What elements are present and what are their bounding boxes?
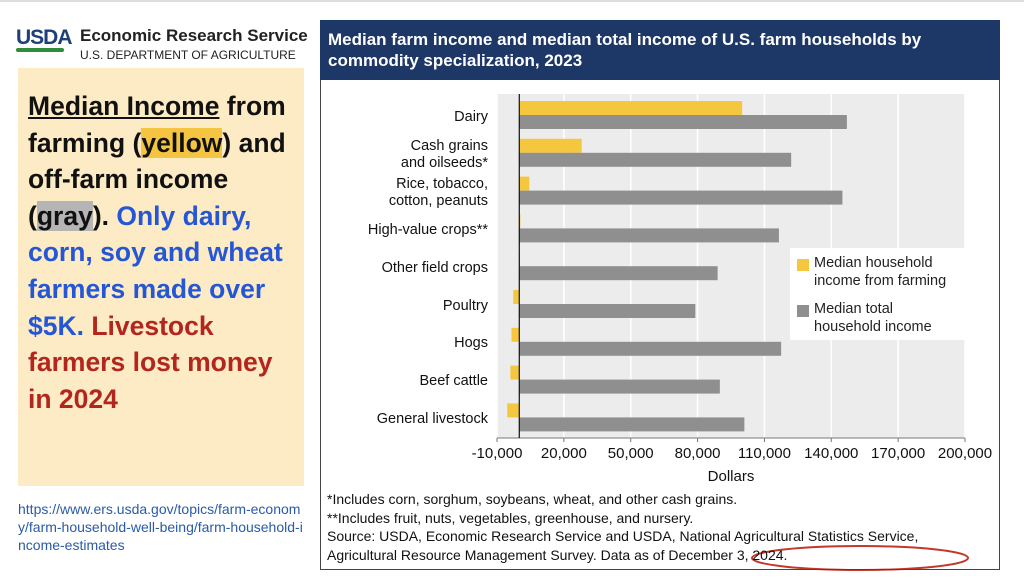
bar	[507, 403, 520, 418]
bar	[519, 101, 743, 115]
department: U.S. DEPARTMENT OF AGRICULTURE	[80, 48, 296, 62]
y-tick-label: Poultry	[442, 297, 488, 314]
x-tick-label: 140,000	[804, 445, 858, 462]
logo: USDA	[16, 26, 73, 49]
bar	[519, 115, 847, 129]
y-tick-label: Other field crops	[381, 259, 488, 276]
bar	[519, 341, 782, 356]
headline-segment: ) and off-farm income (	[28, 127, 286, 231]
x-tick-label: 170,000	[871, 445, 925, 462]
headline-segment: Only dairy, corn, soy and wheat farmers …	[28, 200, 283, 341]
bar	[519, 138, 582, 153]
bar	[519, 190, 843, 205]
headline-segment: gray	[36, 200, 93, 231]
bar	[519, 379, 720, 394]
bar	[511, 327, 520, 342]
note: *Includes corn, sorghum, soybeans, wheat…	[327, 491, 738, 507]
chart-title: Median farm income and median total inco…	[320, 20, 1000, 80]
note: **Includes fruit, nuts, vegetables, gree…	[327, 509, 694, 526]
notes: *Includes corn, sorghum, soybeans, wheat…	[327, 490, 967, 564]
bar	[519, 228, 779, 243]
bar	[519, 417, 745, 432]
x-tick-label: 20,000	[541, 445, 587, 462]
logo-swoosh	[16, 48, 64, 52]
x-tick-label: 110,000	[738, 445, 791, 462]
bar	[519, 304, 696, 318]
legend-swatch	[797, 259, 809, 271]
bar	[510, 365, 520, 380]
x-tick-label: 200,000	[938, 445, 992, 462]
bar	[519, 152, 792, 167]
x-tick-label: 50,000	[608, 445, 654, 462]
headline-segment: from farming (	[28, 91, 286, 158]
y-tick-label: Beef cattle	[419, 373, 488, 390]
x-axis-label: Dollars	[708, 468, 755, 485]
chart-panel	[320, 20, 1000, 570]
headline-segment: Livestock farmers lost money in 2024	[28, 310, 273, 414]
annotation-circle	[751, 545, 969, 571]
legend-label: Median household income from farming	[814, 255, 947, 289]
bar	[519, 266, 718, 281]
note: Source: USDA, Economic Research Service …	[327, 528, 919, 563]
y-tick-label: Dairy	[454, 108, 488, 125]
bar	[519, 176, 530, 191]
bar	[513, 290, 520, 304]
headline-segment: yellow	[141, 127, 223, 158]
headline: Median Income from farming (yellow) and …	[18, 68, 304, 486]
headline-segment: ).	[92, 200, 117, 231]
y-tick-label: General livestock	[376, 410, 488, 427]
x-tick-label: 80,000	[675, 445, 721, 462]
x-tick-label: -10,000	[472, 445, 523, 462]
y-tick-label: Rice, tobacco, cotton, peanuts	[388, 175, 488, 209]
legend-box	[790, 248, 988, 340]
y-tick-label: Hogs	[454, 335, 488, 352]
link[interactable]: https://www.ers.usda.gov/topics/farm-eco…	[18, 501, 303, 553]
legend-label: Median total household income	[814, 301, 932, 335]
legend-swatch	[797, 305, 809, 317]
y-tick-label: Cash grains and oilseeds*	[400, 137, 488, 171]
y-tick-label: High-value crops**	[367, 221, 488, 238]
headline-segment: Median Income	[28, 91, 220, 121]
agency: Economic Research Service	[80, 26, 308, 45]
